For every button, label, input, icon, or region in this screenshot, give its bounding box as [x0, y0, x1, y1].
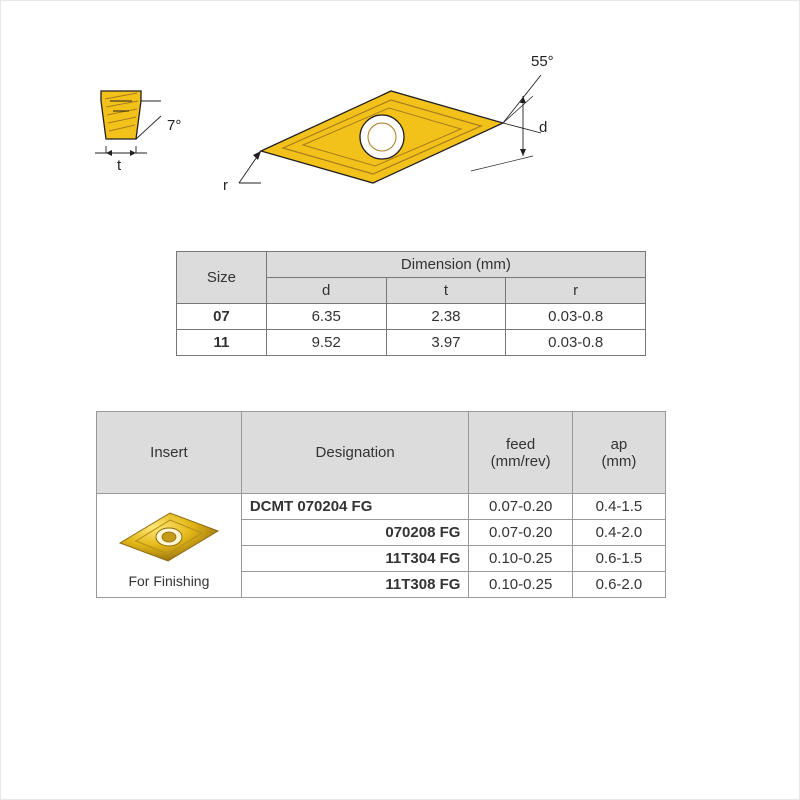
feed-header: feed (mm/rev): [469, 412, 572, 494]
insert-cell: For Finishing: [97, 494, 242, 598]
table-row: 07 6.35 2.38 0.03-0.8: [177, 304, 646, 330]
col-r: r: [506, 278, 646, 304]
designation-cell: 11T308 FG: [241, 572, 469, 598]
feed-cell: 0.07-0.20: [469, 494, 572, 520]
col-t: t: [386, 278, 506, 304]
feed-cell: 0.07-0.20: [469, 520, 572, 546]
designation-header: Designation: [241, 412, 469, 494]
designation-cell: 070208 FG: [241, 520, 469, 546]
dim-t-label: t: [117, 157, 121, 174]
designation-cell: 11T304 FG: [241, 546, 469, 572]
t-cell: 3.97: [386, 330, 506, 356]
insert-icon: [114, 507, 224, 567]
table-row: For Finishing DCMT 070204 FG 0.07-0.20 0…: [97, 494, 666, 520]
technical-diagram: 55° d 7° t r: [91, 61, 611, 221]
feed-cell: 0.10-0.25: [469, 572, 572, 598]
insert-svg: [91, 61, 611, 231]
insert-header: Insert: [97, 412, 242, 494]
size-cell: 07: [177, 304, 267, 330]
feed-cell: 0.10-0.25: [469, 546, 572, 572]
insert-caption: For Finishing: [128, 573, 209, 589]
d-cell: 9.52: [266, 330, 386, 356]
r-cell: 0.03-0.8: [506, 304, 646, 330]
ap-cell: 0.6-1.5: [572, 546, 665, 572]
size-header: Size: [177, 252, 267, 304]
ap-cell: 0.6-2.0: [572, 572, 665, 598]
angle-side-label: 7°: [167, 117, 181, 134]
dim-d-label: d: [539, 119, 547, 136]
ap-cell: 0.4-1.5: [572, 494, 665, 520]
dimension-table: Size Dimension (mm) d t r 07 6.35 2.38 0…: [176, 251, 646, 356]
dim-r-label: r: [223, 177, 228, 194]
designation-table: Insert Designation feed (mm/rev) ap (mm)…: [96, 411, 666, 598]
table-row: 11 9.52 3.97 0.03-0.8: [177, 330, 646, 356]
col-d: d: [266, 278, 386, 304]
size-cell: 11: [177, 330, 267, 356]
d-cell: 6.35: [266, 304, 386, 330]
ap-header: ap (mm): [572, 412, 665, 494]
r-cell: 0.03-0.8: [506, 330, 646, 356]
dimension-header: Dimension (mm): [266, 252, 645, 278]
t-cell: 2.38: [386, 304, 506, 330]
angle-top-label: 55°: [531, 53, 554, 70]
ap-cell: 0.4-2.0: [572, 520, 665, 546]
designation-cell: DCMT 070204 FG: [241, 494, 469, 520]
